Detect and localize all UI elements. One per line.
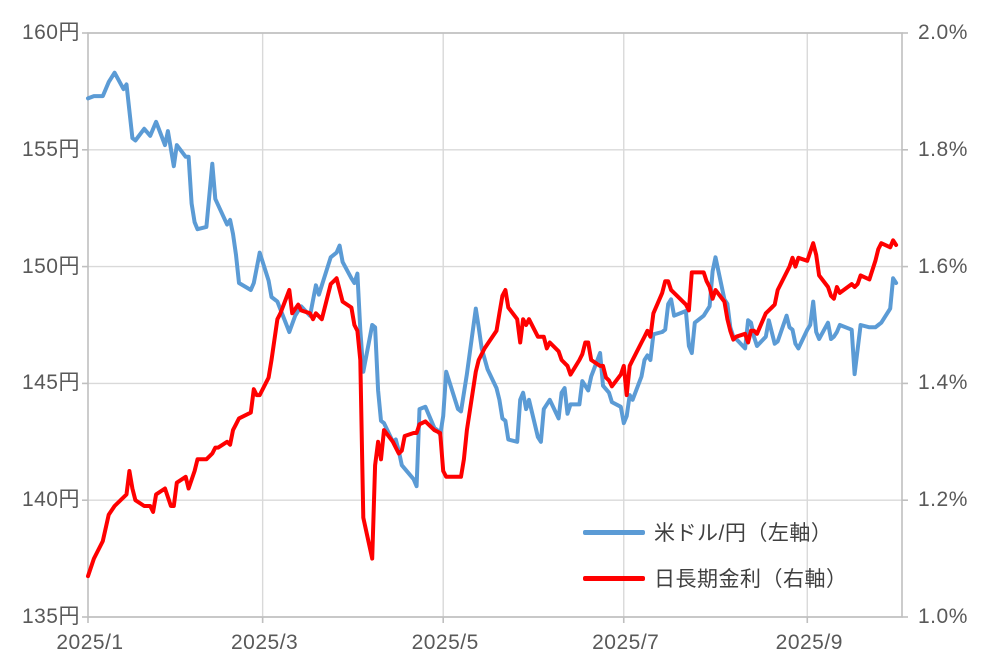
x-axis-tick-label: 2025/5 (411, 631, 479, 654)
left-axis-tick-label: 145円 (21, 371, 80, 394)
jgb-yield-series-line (86, 238, 899, 579)
usdjpy-series-line (86, 70, 899, 489)
right-axis-tick-label: 1.0% (918, 605, 968, 628)
right-axis-tick-label: 1.4% (918, 371, 968, 394)
left-axis-tick-label: 135円 (21, 605, 80, 628)
right-axis-tick-label: 1.6% (918, 255, 968, 278)
legend-item-jgb-yield: 日長期金利（右軸） (583, 563, 848, 593)
left-axis-tick-label: 160円 (21, 21, 80, 44)
axis-ticks (82, 32, 908, 623)
usdjpy-legend-label: 米ドル/円（左軸） (654, 522, 833, 545)
right-axis-tick-label: 1.2% (918, 488, 968, 511)
jgb-yield-legend-line-icon (583, 575, 645, 581)
legend-item-usdjpy: 米ドル/円（左軸） (583, 517, 832, 547)
right-axis-tick-label: 1.8% (918, 138, 968, 161)
x-axis-tick-label: 2025/7 (592, 631, 660, 654)
x-axis-tick-label: 2025/3 (231, 631, 299, 654)
x-axis-tick-label: 2025/1 (56, 631, 124, 654)
left-axis-tick-label: 150円 (21, 255, 80, 278)
left-axis-tick-label: 155円 (21, 138, 80, 161)
x-axis-tick-label: 2025/9 (775, 631, 843, 654)
left-axis-tick-label: 140円 (21, 488, 80, 511)
plot-border (87, 32, 903, 618)
jgb-yield-legend-label: 日長期金利（右軸） (654, 568, 848, 591)
usdjpy-legend-line-icon (583, 529, 645, 535)
right-axis-tick-label: 2.0% (918, 21, 968, 44)
